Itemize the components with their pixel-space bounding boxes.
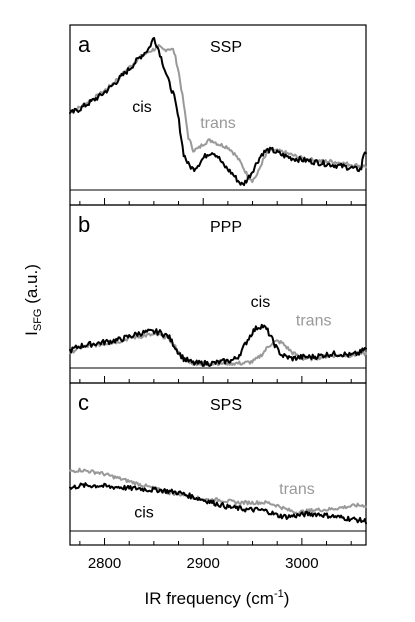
series-trans-line [69,44,367,184]
series-cis-line [69,36,367,187]
x-tick-label: 2800 [88,555,121,572]
polarization-label: PPP [210,219,242,236]
x-axis-label: IR frequency (cm-1) [145,588,290,608]
series-cis-line [69,482,367,525]
x-label-main: IR frequency (cm [145,589,274,608]
panel-letter: c [78,390,89,415]
svg-text:ISFG (a.u.): ISFG (a.u.) [22,264,44,336]
series-annotation-trans: trans [296,313,332,330]
y-label-main: I [22,331,41,336]
panel-a: a SSP cis trans [69,24,367,206]
x-label-superscript: -1 [274,588,284,600]
y-axis-label: ISFG (a.u.) [22,264,44,336]
polarization-label: SPS [210,397,242,414]
panels: a SSP cis trans b PPP cis trans c SPS cis trans [69,24,367,546]
y-label-tail: (a.u.) [22,264,41,308]
series-annotation-trans: trans [200,115,236,132]
y-label-subscript: SFG [32,309,44,332]
series-annotation-cis: cis [251,294,271,311]
panel-letter: b [78,212,90,237]
panel-frame [69,382,367,546]
x-tick-label: 3000 [285,555,318,572]
panel-b: b PPP cis trans [69,204,367,384]
series-annotation-trans: trans [279,481,315,498]
x-tick-labels: 2800 2900 3000 [88,555,319,572]
x-label-tail: ) [284,589,290,608]
panel-letter: a [78,32,91,57]
series-trans-line [69,467,367,516]
series-annotation-cis: cis [134,505,154,522]
polarization-label: SSP [210,39,242,56]
panel-c: c SPS cis trans [69,382,367,546]
x-tick-label: 2900 [187,555,220,572]
series-cis-line [69,323,367,367]
series-annotation-cis: cis [132,99,152,116]
